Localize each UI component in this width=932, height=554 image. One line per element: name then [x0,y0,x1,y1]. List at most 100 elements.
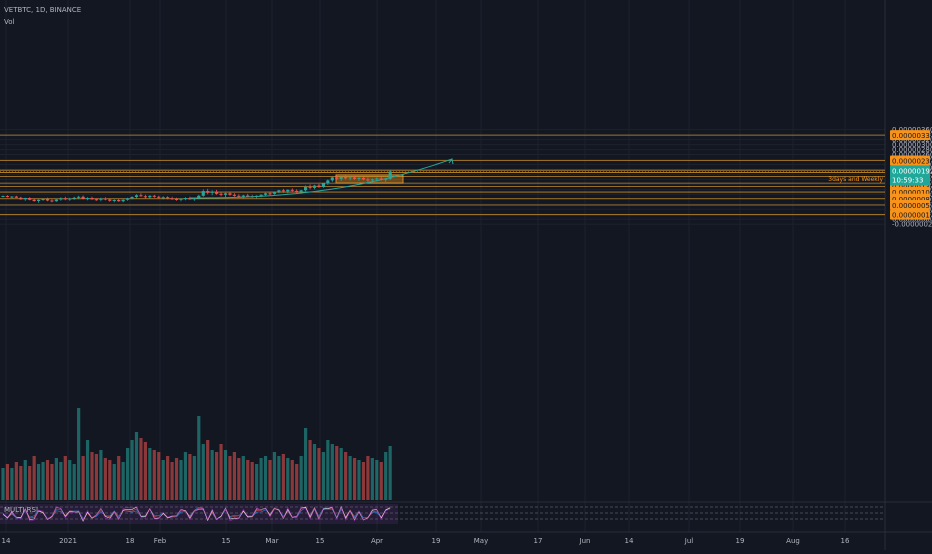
volume-bar [361,462,366,500]
volume-bar [272,452,277,500]
current-price-label: 0.00000192 [892,167,932,175]
volume-bar [68,460,72,500]
candle-body [246,195,250,197]
y-tick-label: -0.00000020 [892,221,932,229]
current-price-tag [890,165,930,186]
candle-body [152,195,156,197]
candle-body [166,197,170,199]
volume-bar [152,450,156,500]
candle-body [143,196,147,198]
volume-bar [28,466,32,500]
candle-body [272,191,277,194]
volume-bar [126,448,130,500]
volume-bar [241,456,245,500]
candle-body [161,197,165,199]
volume-bar [139,438,143,500]
volume-bar [223,450,228,500]
volume-bar [23,460,27,500]
volume-bar [72,464,76,500]
volume-bar [250,462,254,500]
volume-bar [85,440,90,500]
candle-body [54,199,58,202]
x-tick-label: 18 [126,537,135,545]
volume-bar [384,452,388,500]
volume-bar [45,460,50,500]
candle-body [228,193,232,195]
candle-body [308,186,312,188]
candle-body [263,193,268,195]
candle-body [23,198,27,200]
volume-bar [121,462,125,500]
rsi-line [2,506,391,522]
candle-body [45,199,50,201]
level-label: 0.00000109 [892,189,932,197]
candle-body [299,190,303,192]
candle-body [112,200,116,202]
x-tick-label: Jul [684,537,694,545]
candle-body [50,200,54,202]
rsi-band [0,504,398,524]
x-tick-label: 15 [316,537,325,545]
candle-body [344,176,348,179]
level-label: 0.00000338 [892,132,932,140]
x-tick-label: Feb [154,537,167,545]
candle-body [379,178,383,180]
candle-body [192,198,196,200]
candle-body [384,178,388,180]
volume-bar [370,458,374,500]
candle-body [5,196,10,198]
candle-body [210,191,214,193]
volume-bar [5,464,10,500]
volume-bar [174,458,179,500]
candle-body [201,191,205,196]
volume-bar [179,460,183,500]
candle-body [1,196,5,198]
volume-bar [37,464,41,500]
volume-bar [268,460,272,500]
candle-body [121,199,125,202]
x-tick-label: 15 [222,537,231,545]
x-tick-label: 19 [736,537,745,545]
level-label: 0.00000082 [892,196,932,204]
symbol-header: VETBTC, 1D, BINANCE [4,6,82,14]
volume-bar [112,464,116,500]
candle-body [312,185,317,188]
candle-body [130,197,134,199]
volume-bar [183,452,188,500]
candle-body [241,195,245,197]
volume-bar [286,458,290,500]
volume-bar [228,456,232,500]
candle-body [10,196,14,198]
parabolic-curve [190,158,453,199]
candle-body [330,177,334,181]
candle-body [286,189,290,192]
candle-body [94,199,99,201]
candle-body [81,196,85,199]
volume-bar [308,440,312,500]
volume-bar [99,450,103,500]
candle-body [63,198,67,200]
indicator-label: MULTI RSI [4,506,39,514]
volume-bar [237,458,241,500]
candle-body [361,177,366,180]
volume-bar [290,460,294,500]
candle-body [41,199,45,201]
volume-bar [357,460,361,500]
candle-body [90,198,94,200]
volume-bar [166,456,170,500]
y-tick-label: 0.00000260 [892,151,932,159]
volume-bar [77,408,81,500]
annotation-text: 3days and Weekly [828,176,883,183]
candle-body [357,177,361,179]
volume-bar [41,462,45,500]
volume-bar [130,440,134,500]
candle-body [277,190,281,192]
candle-body [268,193,272,195]
volume-bar [59,462,63,500]
candle-body [348,177,352,179]
volume-bar [219,444,223,500]
volume-bar [1,468,5,500]
candle-body [174,199,179,201]
